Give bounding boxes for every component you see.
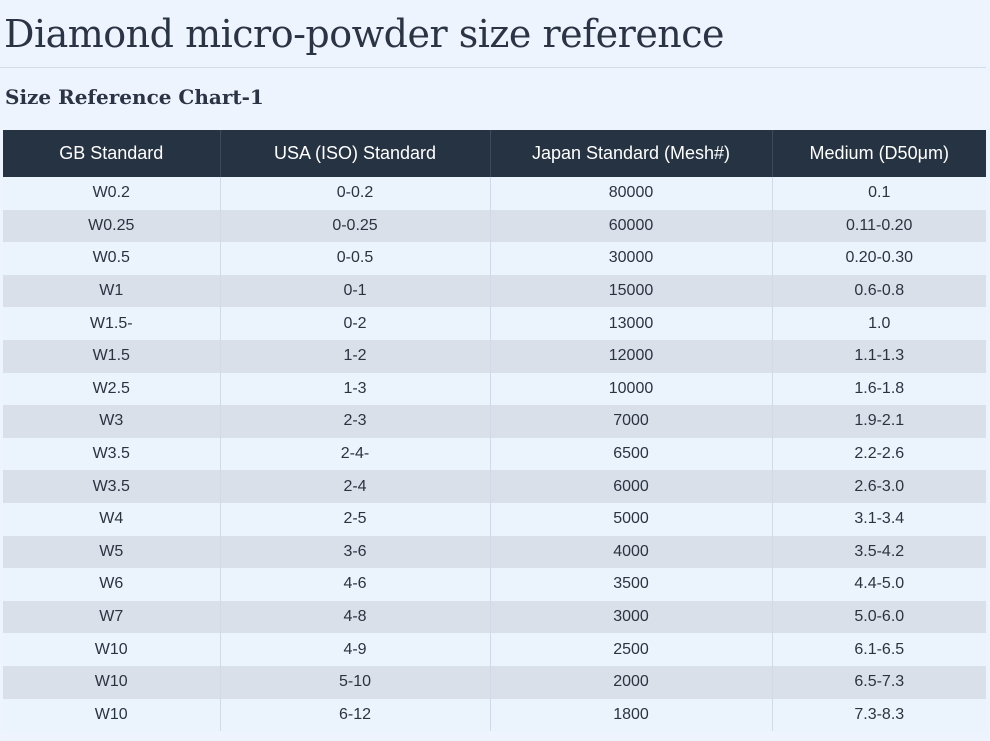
usa-iso-cell: 2-5 (220, 502, 491, 536)
japan-mesh-cell: 80000 (490, 177, 773, 210)
table-header: GB Standard USA (ISO) Standard Japan Sta… (3, 130, 986, 177)
medium-d50-cell: 2.2-2.6 (772, 437, 986, 471)
medium-d50-cell: 0.20-0.30 (772, 242, 986, 275)
japan-mesh-cell: 15000 (490, 274, 773, 308)
medium-d50-cell: 2.6-3.0 (772, 470, 986, 503)
table-row: W10 6-12 1800 7.3-8.3 (3, 698, 986, 732)
table-row: W10 4-9 2500 6.1-6.5 (3, 633, 986, 666)
gb-standard-cell: W6 (3, 568, 221, 601)
title-divider (0, 67, 986, 68)
table-row: W1.5- 0-2 13000 1.0 (3, 307, 986, 340)
usa-iso-cell: 2-4 (220, 470, 491, 503)
gb-standard-cell: W0.5 (3, 242, 221, 275)
header-japan-standard: Japan Standard (Mesh#) (490, 130, 773, 177)
table-row: W0.5 0-0.5 30000 0.20-0.30 (3, 242, 986, 275)
usa-iso-cell: 0-0.2 (220, 177, 491, 210)
japan-mesh-cell: 4000 (490, 535, 773, 569)
medium-d50-cell: 7.3-8.3 (772, 698, 986, 732)
usa-iso-cell: 2-3 (220, 405, 491, 438)
table-row: W3.5 2-4- 6500 2.2-2.6 (3, 437, 986, 471)
medium-d50-cell: 1.9-2.1 (772, 405, 986, 438)
gb-standard-cell: W1 (3, 274, 221, 308)
table-row: W0.25 0-0.25 60000 0.11-0.20 (3, 209, 986, 243)
usa-iso-cell: 1-2 (220, 339, 491, 373)
gb-standard-cell: W10 (3, 633, 221, 666)
usa-iso-cell: 1-3 (220, 372, 491, 406)
table-row: W0.2 0-0.2 80000 0.1 (3, 177, 986, 210)
table-row: W7 4-8 3000 5.0-6.0 (3, 600, 986, 634)
gb-standard-cell: W1.5- (3, 307, 221, 340)
medium-d50-cell: 1.0 (772, 307, 986, 340)
table-row: W1.5 1-2 12000 1.1-1.3 (3, 339, 986, 373)
usa-iso-cell: 0-0.25 (220, 209, 491, 243)
medium-d50-cell: 3.5-4.2 (772, 535, 986, 569)
gb-standard-cell: W7 (3, 600, 221, 634)
japan-mesh-cell: 13000 (490, 307, 773, 340)
size-reference-table: GB Standard USA (ISO) Standard Japan Sta… (3, 130, 986, 732)
japan-mesh-cell: 6500 (490, 437, 773, 471)
header-medium-d50: Medium (D50μm) (772, 130, 986, 177)
table-row: W1 0-1 15000 0.6-0.8 (3, 274, 986, 308)
page-title: Diamond micro-powder size reference (4, 12, 725, 56)
gb-standard-cell: W1.5 (3, 339, 221, 373)
header-usa-iso-standard: USA (ISO) Standard (220, 130, 491, 177)
chart-subtitle: Size Reference Chart-1 (5, 85, 264, 109)
header-gb-standard: GB Standard (3, 130, 221, 177)
gb-standard-cell: W0.25 (3, 209, 221, 243)
usa-iso-cell: 4-8 (220, 600, 491, 634)
usa-iso-cell: 6-12 (220, 698, 491, 732)
medium-d50-cell: 0.11-0.20 (772, 209, 986, 243)
gb-standard-cell: W3 (3, 405, 221, 438)
usa-iso-cell: 0-2 (220, 307, 491, 340)
medium-d50-cell: 0.6-0.8 (772, 274, 986, 308)
table-row: W5 3-6 4000 3.5-4.2 (3, 535, 986, 569)
table-row: W6 4-6 3500 4.4-5.0 (3, 568, 986, 601)
medium-d50-cell: 0.1 (772, 177, 986, 210)
japan-mesh-cell: 2000 (490, 665, 773, 699)
gb-standard-cell: W3.5 (3, 437, 221, 471)
usa-iso-cell: 5-10 (220, 665, 491, 699)
japan-mesh-cell: 10000 (490, 372, 773, 406)
gb-standard-cell: W3.5 (3, 470, 221, 503)
table-row: W4 2-5 5000 3.1-3.4 (3, 502, 986, 536)
header-row: GB Standard USA (ISO) Standard Japan Sta… (3, 130, 986, 177)
medium-d50-cell: 4.4-5.0 (772, 568, 986, 601)
japan-mesh-cell: 30000 (490, 242, 773, 275)
japan-mesh-cell: 2500 (490, 633, 773, 666)
medium-d50-cell: 5.0-6.0 (772, 600, 986, 634)
usa-iso-cell: 3-6 (220, 535, 491, 569)
japan-mesh-cell: 12000 (490, 339, 773, 373)
table-row: W3 2-3 7000 1.9-2.1 (3, 405, 986, 438)
usa-iso-cell: 2-4- (220, 437, 491, 471)
japan-mesh-cell: 6000 (490, 470, 773, 503)
table-row: W2.5 1-3 10000 1.6-1.8 (3, 372, 986, 406)
gb-standard-cell: W4 (3, 502, 221, 536)
medium-d50-cell: 1.1-1.3 (772, 339, 986, 373)
medium-d50-cell: 3.1-3.4 (772, 502, 986, 536)
japan-mesh-cell: 60000 (490, 209, 773, 243)
usa-iso-cell: 4-9 (220, 633, 491, 666)
gb-standard-cell: W2.5 (3, 372, 221, 406)
table-body: W0.2 0-0.2 80000 0.1 W0.25 0-0.25 60000 0.11-0.… (3, 177, 986, 732)
japan-mesh-cell: 3500 (490, 568, 773, 601)
japan-mesh-cell: 3000 (490, 600, 773, 634)
gb-standard-cell: W10 (3, 665, 221, 699)
japan-mesh-cell: 7000 (490, 405, 773, 438)
gb-standard-cell: W0.2 (3, 177, 221, 210)
medium-d50-cell: 6.1-6.5 (772, 633, 986, 666)
gb-standard-cell: W5 (3, 535, 221, 569)
usa-iso-cell: 4-6 (220, 568, 491, 601)
medium-d50-cell: 1.6-1.8 (772, 372, 986, 406)
gb-standard-cell: W10 (3, 698, 221, 732)
japan-mesh-cell: 5000 (490, 502, 773, 536)
table-row: W3.5 2-4 6000 2.6-3.0 (3, 470, 986, 503)
japan-mesh-cell: 1800 (490, 698, 773, 732)
medium-d50-cell: 6.5-7.3 (772, 665, 986, 699)
usa-iso-cell: 0-1 (220, 274, 491, 308)
table-row: W10 5-10 2000 6.5-7.3 (3, 665, 986, 699)
usa-iso-cell: 0-0.5 (220, 242, 491, 275)
